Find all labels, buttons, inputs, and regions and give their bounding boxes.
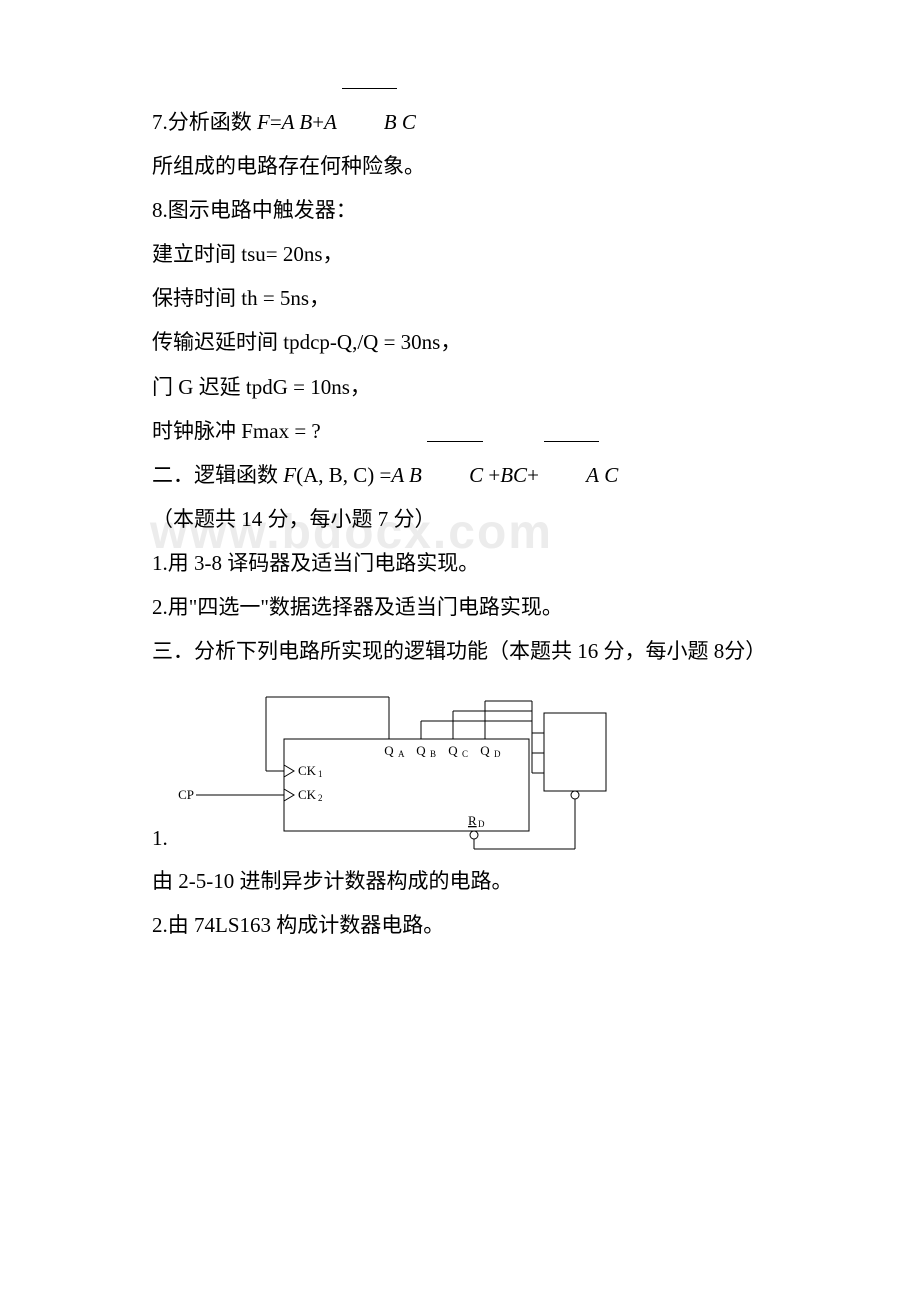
sec2-i1: 1.用 3-8 译码器及适当门电路实现。 bbox=[110, 541, 810, 585]
svg-text:CK: CK bbox=[298, 787, 317, 802]
circuit-row: 1. QAQBQCQDRDCK1CK2CP bbox=[110, 685, 810, 855]
sec2-formula: F(A, B, C) =A B C +BC+ A C bbox=[283, 463, 618, 487]
q8-l2: 建立时间 tsu= 20ns， bbox=[110, 232, 810, 276]
sec3-title: 三．分析下列电路所实现的逻辑功能（本题共 16 分，每小题 8分） bbox=[110, 629, 810, 673]
q8-l1: 8.图示电路中触发器： bbox=[110, 188, 810, 232]
sec2-line1: 二．逻辑函数 F(A, B, C) =A B C +BC+ A C bbox=[110, 453, 810, 497]
svg-text:A: A bbox=[398, 749, 405, 759]
svg-text:Q: Q bbox=[480, 743, 490, 758]
q7-formula: F=A B+A B C bbox=[257, 110, 416, 134]
sec2-score: （本题共 14 分，每小题 7 分） bbox=[110, 497, 810, 541]
q7-line2: 所组成的电路存在何种险象。 bbox=[110, 144, 810, 188]
q8-l3: 保持时间 th = 5ns， bbox=[110, 276, 810, 320]
svg-text:Q: Q bbox=[416, 743, 426, 758]
sec3-num1: 1. bbox=[152, 826, 168, 855]
svg-text:2: 2 bbox=[318, 793, 323, 803]
svg-text:CP: CP bbox=[178, 787, 194, 802]
svg-text:D: D bbox=[478, 819, 485, 829]
svg-text:Q: Q bbox=[448, 743, 458, 758]
circuit-svg: QAQBQCQDRDCK1CK2CP bbox=[174, 685, 634, 855]
svg-text:1: 1 bbox=[318, 769, 323, 779]
svg-text:CK: CK bbox=[298, 763, 317, 778]
q7-prefix: 7.分析函数 bbox=[152, 110, 257, 134]
sec2-i2: 2.用"四选一"数据选择器及适当门电路实现。 bbox=[110, 585, 810, 629]
svg-text:Q: Q bbox=[384, 743, 394, 758]
q7-line1: 7.分析函数 F=A B+A B C bbox=[110, 100, 810, 144]
sec2-prefix: 二．逻辑函数 bbox=[152, 463, 283, 487]
svg-text:D: D bbox=[494, 749, 501, 759]
q8-l4: 传输迟延时间 tpdcp-Q,/Q = 30ns， bbox=[110, 320, 810, 364]
svg-text:C: C bbox=[462, 749, 468, 759]
q8-l6: 时钟脉冲 Fmax = ? bbox=[110, 409, 810, 453]
sec3-cap2: 2.由 74LS163 构成计数器电路。 bbox=[110, 903, 810, 947]
sec3-cap1: 由 2-5-10 进制异步计数器构成的电路。 bbox=[110, 859, 810, 903]
svg-text:B: B bbox=[430, 749, 436, 759]
q8-l5: 门 G 迟延 tpdG = 10ns， bbox=[110, 365, 810, 409]
svg-text:R: R bbox=[468, 813, 477, 828]
